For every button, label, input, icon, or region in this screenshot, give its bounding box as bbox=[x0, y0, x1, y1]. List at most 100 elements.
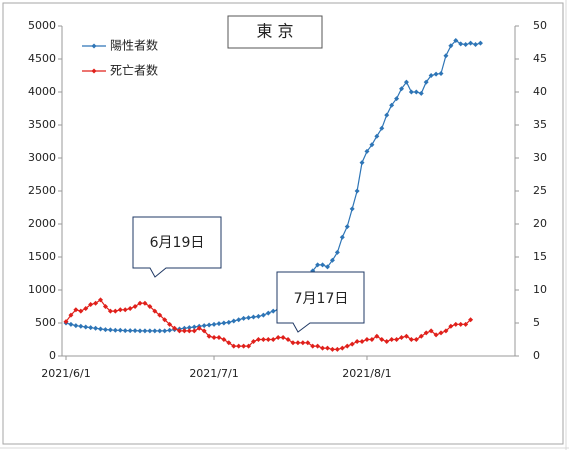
data-point bbox=[408, 337, 414, 342]
data-point bbox=[334, 346, 340, 352]
data-point bbox=[339, 234, 345, 240]
data-point bbox=[394, 96, 400, 102]
data-point bbox=[394, 337, 400, 342]
data-point bbox=[349, 341, 355, 347]
callout-frame bbox=[132, 216, 222, 278]
data-point bbox=[339, 345, 345, 351]
data-point bbox=[265, 337, 271, 342]
data-point bbox=[354, 338, 360, 344]
data-point bbox=[399, 335, 405, 341]
y2-tick-label: 50 bbox=[533, 19, 547, 32]
legend-marker bbox=[91, 43, 97, 49]
data-point bbox=[418, 333, 424, 339]
data-point bbox=[93, 325, 99, 331]
callout: 7月17日 bbox=[276, 271, 365, 333]
y-tick-label: 4500 bbox=[28, 52, 56, 65]
annotation: 6月19日 bbox=[150, 235, 205, 251]
data-point bbox=[329, 257, 335, 263]
annotation: 7月17日 bbox=[294, 291, 349, 307]
data-point bbox=[379, 337, 385, 342]
data-point bbox=[132, 304, 138, 309]
data-point bbox=[73, 323, 79, 329]
chart-area bbox=[2, 2, 564, 445]
data-point bbox=[186, 325, 192, 331]
data-point bbox=[443, 53, 449, 59]
data-point bbox=[260, 312, 266, 318]
data-point bbox=[334, 249, 340, 255]
data-point bbox=[389, 337, 395, 342]
data-point bbox=[157, 312, 163, 318]
data-point bbox=[325, 264, 331, 270]
data-point bbox=[132, 328, 138, 334]
data-point bbox=[226, 340, 232, 346]
data-point bbox=[250, 314, 256, 320]
data-point bbox=[255, 337, 261, 342]
data-point bbox=[236, 343, 242, 349]
data-point bbox=[191, 324, 197, 330]
data-point bbox=[73, 307, 79, 313]
data-point bbox=[221, 320, 227, 326]
data-point bbox=[142, 300, 148, 306]
data-point bbox=[384, 112, 390, 118]
y-tick-label: 5000 bbox=[28, 19, 56, 32]
y-tick-label: 1500 bbox=[28, 250, 56, 263]
y-tick-label: 4000 bbox=[28, 85, 56, 98]
data-point bbox=[384, 338, 390, 344]
data-point bbox=[93, 300, 99, 306]
data-point bbox=[236, 317, 242, 323]
callout: 6月19日 bbox=[132, 216, 222, 278]
x-tick-label: 2021/8/1 bbox=[342, 367, 391, 380]
data-point bbox=[473, 41, 479, 47]
data-point bbox=[162, 317, 168, 323]
data-point bbox=[463, 41, 469, 47]
data-point bbox=[453, 321, 459, 327]
data-point bbox=[107, 308, 113, 314]
data-point bbox=[403, 333, 409, 339]
data-point bbox=[152, 328, 158, 334]
data-point bbox=[423, 330, 429, 336]
data-point bbox=[88, 325, 94, 331]
data-point bbox=[255, 313, 261, 319]
data-point bbox=[418, 90, 424, 96]
y2-tick-label: 5 bbox=[533, 316, 540, 329]
data-point bbox=[122, 307, 128, 313]
data-point bbox=[122, 328, 128, 334]
data-point bbox=[270, 337, 276, 342]
data-point bbox=[270, 308, 276, 314]
y2-tick-label: 35 bbox=[533, 118, 547, 131]
y-tick-label: 2000 bbox=[28, 217, 56, 230]
data-point bbox=[78, 308, 84, 314]
data-point bbox=[137, 300, 143, 306]
data-point bbox=[477, 40, 483, 46]
data-point bbox=[453, 38, 459, 44]
data-point bbox=[241, 315, 247, 321]
data-point bbox=[260, 337, 266, 342]
data-point bbox=[408, 89, 414, 95]
y2-tick-label: 15 bbox=[533, 250, 547, 263]
data-point bbox=[226, 319, 232, 325]
data-point bbox=[374, 333, 380, 339]
y2-tick-label: 20 bbox=[533, 217, 547, 230]
legend-label: 陽性者数 bbox=[110, 38, 158, 53]
data-point bbox=[231, 343, 237, 349]
data-point bbox=[137, 328, 143, 334]
data-point bbox=[167, 321, 173, 327]
y2-tick-label: 25 bbox=[533, 184, 547, 197]
data-point bbox=[359, 160, 365, 166]
data-point bbox=[463, 321, 469, 327]
data-point bbox=[152, 308, 158, 314]
plot: 0500100015002000250030003500400045005000… bbox=[28, 19, 547, 380]
data-point bbox=[369, 142, 375, 148]
data-point bbox=[315, 343, 321, 349]
data-point bbox=[102, 327, 108, 333]
data-point bbox=[176, 328, 182, 334]
callout-frame bbox=[276, 271, 365, 333]
y2-tick-label: 40 bbox=[533, 85, 547, 98]
data-point bbox=[117, 327, 123, 333]
data-point bbox=[433, 71, 439, 77]
data-point bbox=[250, 338, 256, 344]
data-point bbox=[300, 340, 306, 346]
data-point bbox=[310, 343, 316, 349]
